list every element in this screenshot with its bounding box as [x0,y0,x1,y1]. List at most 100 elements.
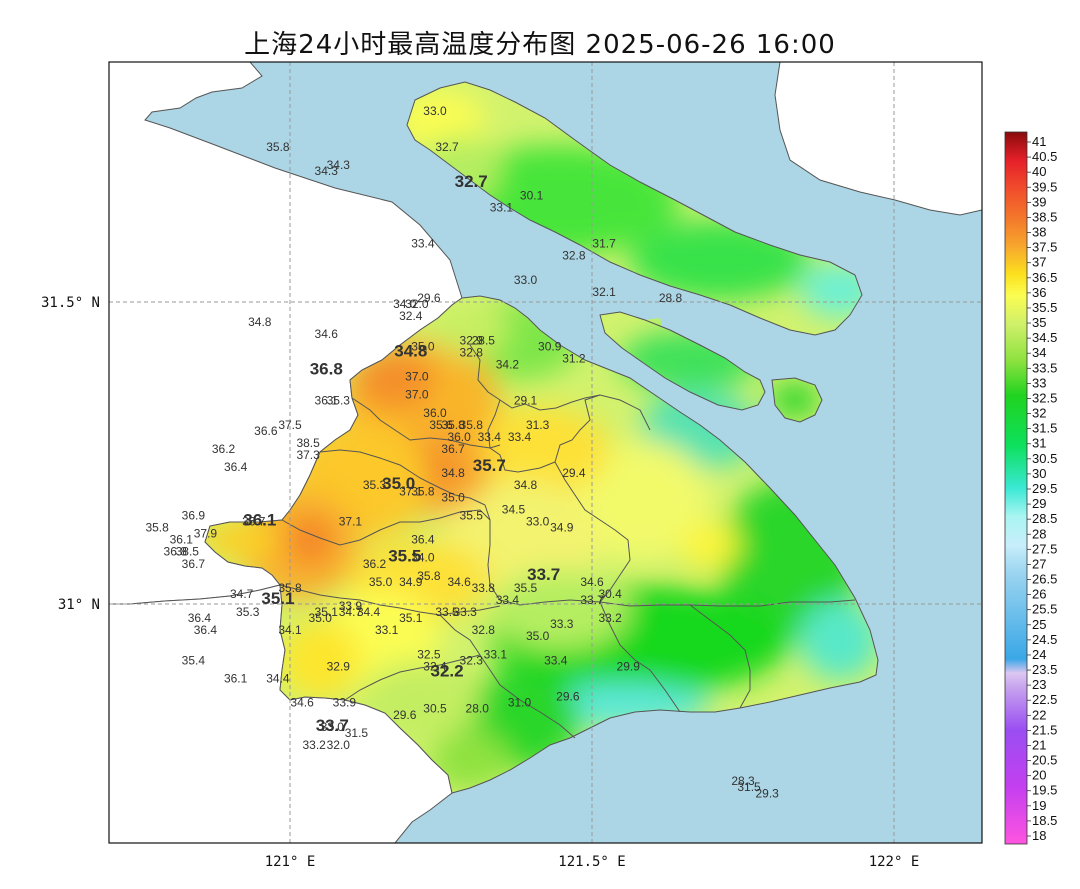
station-value: 32.8 [562,249,586,263]
district-average-value: 33.7 [527,565,560,584]
station-value: 34.3 [327,158,351,172]
colorbar-label: 31.5 [1032,421,1057,436]
station-value: 35.5 [460,508,484,522]
colorbar: 4140.54039.53938.53837.53736.53635.53534… [1004,131,1057,845]
station-value: 36.2 [363,557,387,571]
station-value: 35.8 [266,140,290,154]
colorbar-label: 20 [1032,768,1046,783]
map-title: 上海24小时最高温度分布图 2025-06-26 16:00 [244,30,836,60]
station-value: 36.4 [411,533,435,547]
station-value: 33.7 [580,593,604,607]
colorbar-label: 28.5 [1032,511,1057,526]
station-value: 37.9 [194,527,218,541]
station-value: 35.1 [315,605,339,619]
colorbar-label: 37.5 [1032,240,1057,255]
colorbar-label: 26.5 [1032,572,1057,587]
station-value: 33.4 [496,593,520,607]
station-value: 35.3 [327,394,351,408]
station-value: 36.1 [170,533,194,547]
station-value: 36.4 [224,460,248,474]
station-value: 32.5 [417,647,441,661]
station-value: 38.5 [296,436,320,450]
colorbar-label: 32 [1032,406,1046,421]
y-tick-label: 31° N [58,597,100,613]
map-frame [108,61,983,844]
station-value: 33.0 [423,104,447,118]
station-value: 29.4 [562,466,586,480]
district-average-value: 35.1 [261,589,294,608]
station-value: 33.4 [411,237,435,251]
station-value: 30.9 [538,339,562,353]
station-value: 36.8 [164,545,188,559]
station-value: 33.0 [526,514,550,528]
station-value: 35.4 [182,653,206,667]
district-borders [204,81,879,794]
colorbar-label: 19.5 [1032,783,1057,798]
station-value: 35.6 [429,418,453,432]
station-value: 35.1 [399,611,423,625]
station-value: 33.4 [544,653,568,667]
station-value: 35.8 [441,418,465,432]
station-value: 33.4 [508,430,532,444]
station-value: 34.5 [502,502,526,516]
grid-lines [109,62,982,843]
station-value: 32.3 [460,653,484,667]
station-value: 35.0 [526,629,550,643]
station-value: 35.8 [411,484,435,498]
colorbar-label: 40.5 [1032,149,1057,164]
station-value: 36.1 [315,394,339,408]
station-value: 31.2 [562,351,586,365]
station-value: 31.0 [508,696,532,710]
station-value: 33.1 [375,623,399,637]
colorbar-label: 29 [1032,496,1046,511]
station-value: 28.0 [466,702,490,716]
district-average-value: 32.7 [455,172,488,191]
station-value: 33.0 [321,720,345,734]
station-value: 32.7 [435,140,459,154]
colorbar-label: 36 [1032,285,1046,300]
station-value: 34.6 [447,575,471,589]
colorbar-label: 41 [1032,134,1046,149]
colorbar-label: 18.5 [1032,813,1057,828]
colorbar-label: 25 [1032,617,1046,632]
colorbar-label: 30.5 [1032,451,1057,466]
station-value: 36.2 [212,442,236,456]
colorbar-label: 36.5 [1032,270,1057,285]
colorbar-label: 28 [1032,526,1046,541]
station-value: 35.5 [514,581,538,595]
station-value: 30.1 [520,188,544,202]
station-value: 34.8 [441,466,465,480]
station-value: 36.0 [447,430,471,444]
colorbar-label: 23.5 [1032,662,1057,677]
station-value: 33.1 [490,200,514,214]
station-value: 32.9 [460,333,484,347]
station-value: 36.0 [423,406,447,420]
station-value: 33.3 [453,605,477,619]
district-average-value: 36.1 [243,510,276,529]
colorbar-label: 24 [1032,647,1046,662]
station-value: 35.8 [145,521,169,535]
colorbar-label: 25.5 [1032,602,1057,617]
station-value: 33.9 [333,696,357,710]
district-average-value: 35.7 [473,456,506,475]
colorbar-label: 21.5 [1032,722,1057,737]
station-value: 29.6 [393,708,417,722]
station-value: 36.4 [188,611,212,625]
station-value: 34.7 [339,605,363,619]
colorbar-label: 20.5 [1032,753,1057,768]
station-value: 33.9 [339,599,363,613]
station-value: 30.4 [598,587,622,601]
station-value: 36.7 [242,514,266,528]
station-value: 31.5 [737,780,761,794]
station-value: 35.0 [309,611,333,625]
station-value: 33.3 [550,617,574,631]
axis-labels: 121° E 121.5° E 122° E 31.5° N 31° N [41,295,919,870]
station-value: 32.1 [592,285,616,299]
colorbar-label: 34.5 [1032,330,1057,345]
x-tick-label: 122° E [869,854,920,870]
station-value: 34.4 [357,605,381,619]
colorbar-label: 35.5 [1032,300,1057,315]
station-value: 36.4 [194,623,218,637]
station-value: 33.8 [472,581,496,595]
station-value: 28.5 [472,333,496,347]
